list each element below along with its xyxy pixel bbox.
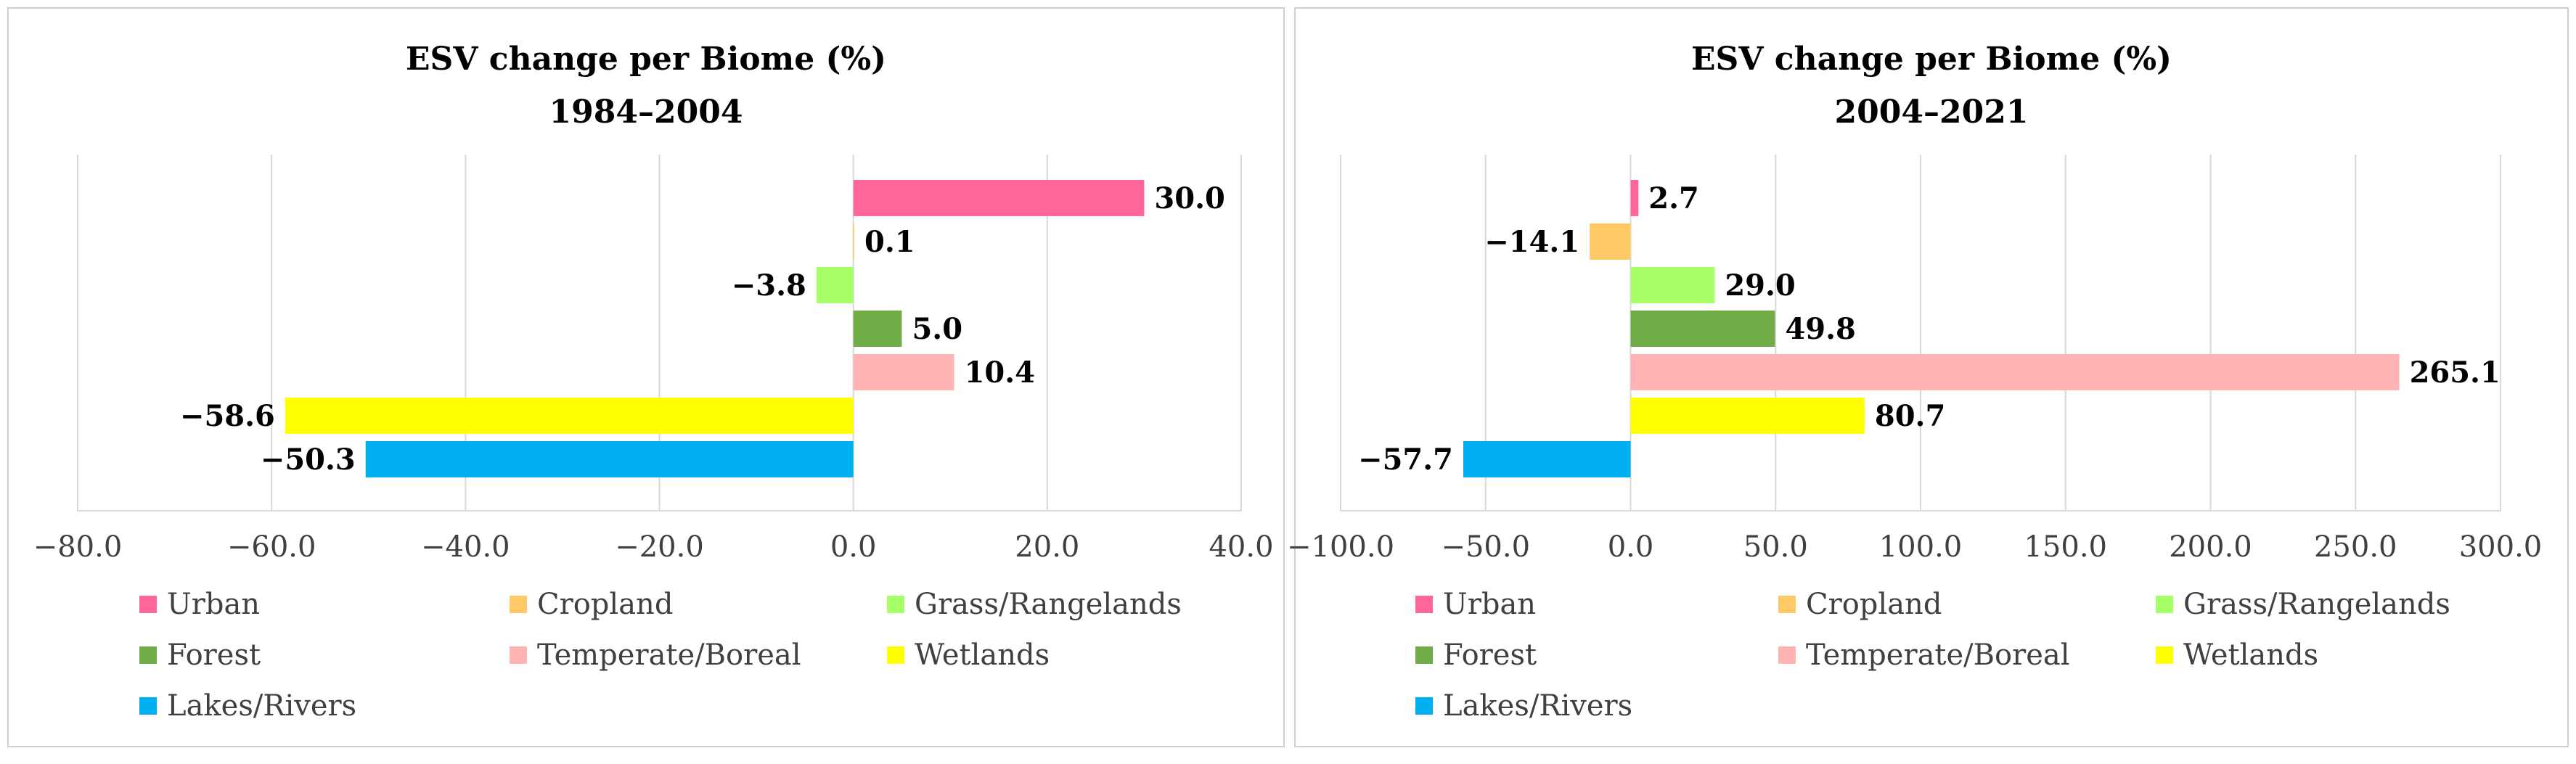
- chart-subtitle: 2004–2021: [1834, 94, 2029, 131]
- x-tick-label: −80.0: [33, 530, 123, 564]
- data-label-grass-rangelands: 29.0: [1725, 268, 1795, 303]
- data-label-urban: 2.7: [1648, 181, 1699, 215]
- x-tick-label: 250.0: [2314, 530, 2397, 564]
- data-label-cropland: 0.1: [864, 225, 915, 259]
- x-tick-label: 50.0: [1743, 530, 1808, 564]
- data-label-lakes-rivers: −57.7: [1358, 443, 1453, 477]
- bar-wetlands: [285, 398, 854, 434]
- chart-panel-2004-2021: ESV change per Biome (%) 2004–2021 −100.…: [1287, 7, 2569, 747]
- bar-chart-2004-2021: −100.0 −50.0 0.0 50.0 100.0 150.0 200.0 250.0 30…: [1287, 155, 2543, 564]
- bar-grass-rangelands: [816, 267, 854, 303]
- x-tick-label: −100.0: [1287, 530, 1394, 564]
- x-tick-label: 150.0: [2024, 530, 2107, 564]
- x-tick-label: −60.0: [227, 530, 316, 564]
- bar-urban: [853, 180, 1145, 216]
- data-label-cropland: −14.1: [1484, 225, 1579, 259]
- data-label-forest: 5.0: [912, 312, 962, 346]
- chart-subtitle: 1984–2004: [549, 94, 743, 131]
- data-label-temperate-boreal: 265.1: [2410, 356, 2501, 390]
- data-label-lakes-rivers: −50.3: [261, 443, 356, 477]
- data-label-urban: 30.0: [1154, 181, 1224, 215]
- x-tick-label: 0.0: [830, 530, 877, 564]
- x-tick-label: 200.0: [2169, 530, 2252, 564]
- bar-lakes-rivers: [365, 441, 854, 477]
- bar-cropland: [1590, 223, 1631, 260]
- data-label-temperate-boreal: 10.4: [965, 356, 1035, 390]
- bar-chart-1984-2004: −80.0 −60.0 −40.0 −20.0 0.0 20.0 40.0 30.0 0.1 −3…: [33, 155, 1274, 564]
- bar-forest: [1630, 311, 1775, 347]
- x-tick-label: 300.0: [2459, 530, 2543, 564]
- x-tick-label: 0.0: [1608, 530, 1654, 564]
- x-tick-label: −20.0: [615, 530, 704, 564]
- bar-lakes-rivers: [1463, 441, 1631, 477]
- x-tick-label: 20.0: [1015, 530, 1079, 564]
- x-tick-label: 100.0: [1879, 530, 1963, 564]
- data-label-forest: 49.8: [1785, 312, 1855, 346]
- bar-temperate-boreal: [1630, 354, 2400, 390]
- x-tick-label: 40.0: [1209, 530, 1273, 564]
- bar-temperate-boreal: [853, 354, 954, 390]
- chart-title: ESV change per Biome (%): [1691, 41, 2172, 78]
- bar-urban: [1630, 180, 1639, 216]
- data-label-wetlands: 80.7: [1875, 399, 1945, 433]
- bar-forest: [853, 311, 902, 347]
- bar-grass-rangelands: [1630, 267, 1715, 303]
- chart-title: ESV change per Biome (%): [406, 41, 886, 78]
- bar-wetlands: [1630, 398, 1865, 434]
- x-tick-label: −50.0: [1441, 530, 1530, 564]
- x-tick-label: −40.0: [421, 530, 510, 564]
- chart-panel-1984-2004: ESV change per Biome (%) 1984–2004 −80.0…: [7, 7, 1285, 747]
- data-label-grass-rangelands: −3.8: [732, 268, 806, 303]
- data-label-wetlands: −58.6: [180, 399, 275, 433]
